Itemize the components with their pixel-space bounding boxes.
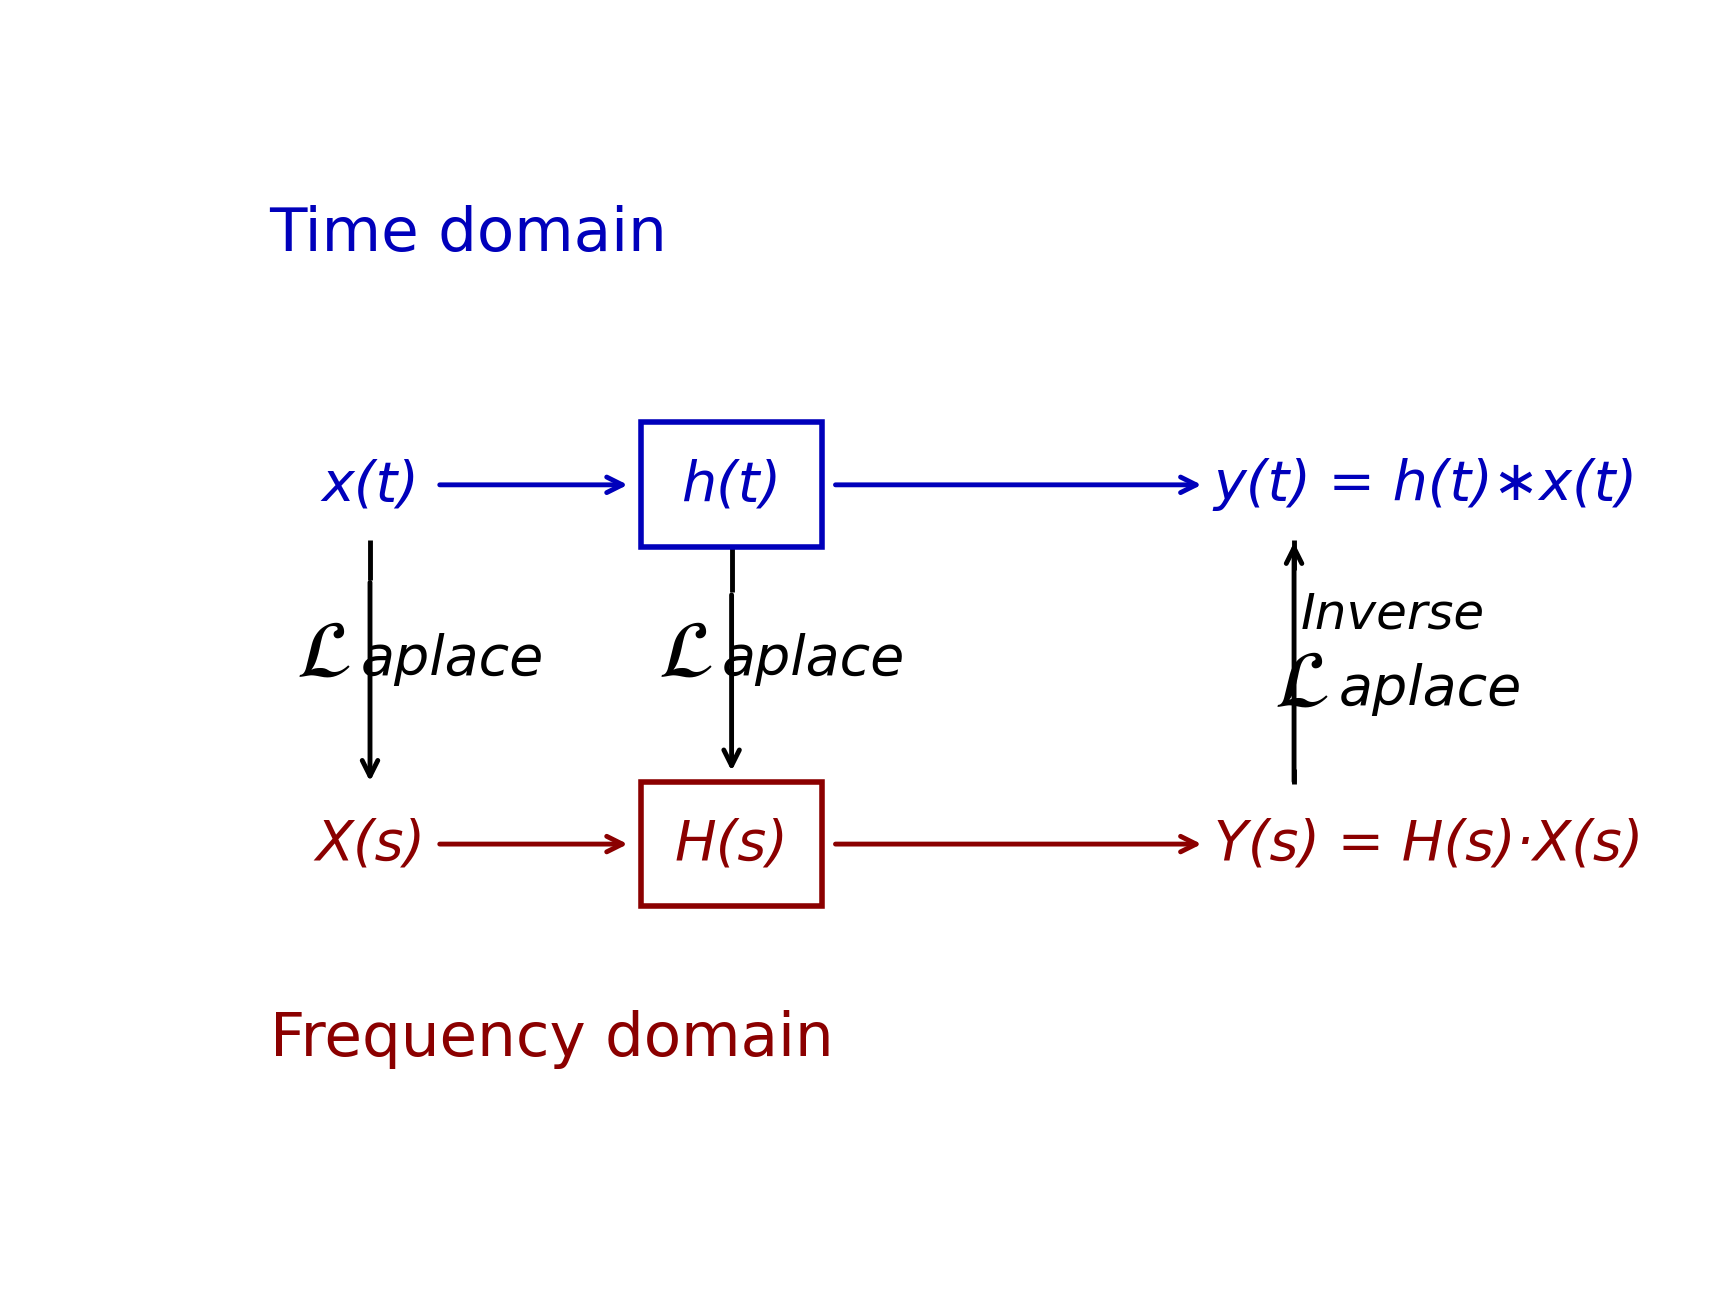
Text: $\mathcal{L}$: $\mathcal{L}$ — [1274, 645, 1329, 723]
Bar — [641, 422, 823, 547]
Text: y(t) = h(t)∗x(t): y(t) = h(t)∗x(t) — [1213, 459, 1638, 512]
Text: aplace: aplace — [361, 632, 544, 686]
Text: Y(s) = H(s)·X(s): Y(s) = H(s)·X(s) — [1213, 818, 1643, 871]
Text: H(s): H(s) — [674, 818, 788, 871]
Text: aplace: aplace — [722, 632, 905, 686]
Text: Time domain: Time domain — [270, 205, 667, 264]
Bar — [641, 781, 823, 906]
Text: x(t): x(t) — [321, 459, 418, 512]
Text: aplace: aplace — [1337, 664, 1521, 715]
Text: X(s): X(s) — [314, 818, 425, 871]
Text: $\mathcal{L}$: $\mathcal{L}$ — [658, 616, 712, 693]
Text: Inverse: Inverse — [1301, 591, 1484, 639]
Text: h(t): h(t) — [681, 459, 781, 512]
Text: Frequency domain: Frequency domain — [270, 1010, 833, 1069]
Text: $\mathcal{L}$: $\mathcal{L}$ — [297, 616, 351, 693]
